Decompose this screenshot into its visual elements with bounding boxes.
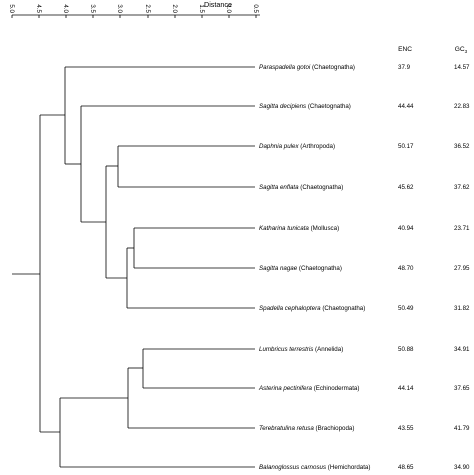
enc-value: 50.49 (398, 305, 414, 312)
taxon-label: Daphnia pulex (Arthropoda) (259, 143, 335, 150)
axis-tick-label: 2.0 (171, 4, 178, 13)
taxon-label: Spadella cephaloptera (Chaetognatha) (259, 305, 365, 312)
taxon-label: Asterina pectinifera (Echinodermata) (258, 385, 359, 392)
gc3-value: 22.83 (454, 103, 470, 110)
taxon-label: Sagitta nagae (Chaetognatha) (259, 265, 342, 272)
gc3-value: 37.65 (454, 385, 470, 392)
axis-tick-label: 1.0 (225, 4, 232, 13)
taxon-species: Sagitta decipiens (259, 103, 306, 110)
gc3-header-sub: 3 (465, 49, 468, 54)
gc3-value: 41.79 (454, 425, 470, 432)
taxon-group: (Chaetognatha) (306, 103, 351, 110)
taxon-label: Sagitta enflata (Chaetognatha) (259, 184, 343, 191)
taxon-label: Lumbricus terrestris (Annelida) (259, 346, 343, 353)
axis-tick-label: 3.5 (89, 4, 96, 13)
enc-value: 50.17 (398, 143, 414, 150)
taxon-group: (Hemichordata) (326, 464, 370, 471)
taxon-species: Lumbricus terrestris (259, 346, 313, 353)
enc-value: 44.44 (398, 103, 414, 110)
taxon-group: (Arthropoda) (299, 143, 335, 150)
taxon-group: (Brachiopoda) (314, 425, 355, 432)
gc3-value: 34.91 (454, 346, 470, 353)
gc3-value: 36.52 (454, 143, 470, 150)
taxon-species: Katharina tunicata (259, 225, 309, 232)
enc-header: ENC (398, 46, 412, 53)
taxon-group: (Chaetognatha) (297, 265, 342, 272)
taxon-species: Spadella cephaloptera (259, 305, 321, 312)
taxon-group: (Chaetognatha) (321, 305, 366, 312)
column-headers: ENC GC3 (398, 46, 468, 54)
enc-value: 44.14 (398, 385, 414, 392)
taxon-rows: Paraspadella gotoi (Chaetognatha) 37.9 14.… (258, 64, 470, 471)
taxon-species: Paraspadella gotoi (259, 64, 311, 71)
gc3-value: 23.71 (454, 225, 470, 232)
axis-tick-label: 4.5 (35, 4, 42, 13)
axis-tick-label: 4.0 (62, 4, 69, 13)
taxon-species: Balanoglossus carnosus (259, 464, 326, 471)
enc-value: 48.65 (398, 464, 414, 471)
axis-tick-label: 5.0 (8, 4, 15, 13)
enc-value: 48.70 (398, 265, 414, 272)
gc3-value: 14.57 (454, 64, 470, 71)
taxon-group: (Chaetognatha) (310, 64, 355, 71)
enc-value: 50.88 (398, 346, 414, 353)
taxon-group: (Echinodermata) (312, 385, 359, 392)
gc3-value: 37.62 (454, 184, 470, 191)
enc-value: 43.55 (398, 425, 414, 432)
taxon-group: (Chaetognatha) (299, 184, 344, 191)
gc3-value: 27.95 (454, 265, 470, 272)
axis-tick-label: 2.5 (144, 4, 151, 13)
taxon-species: Daphnia pulex (259, 143, 299, 150)
axis-tick-label: 1.5 (198, 4, 205, 13)
enc-value: 40.94 (398, 225, 414, 232)
taxon-label: Katharina tunicata (Mollusca) (259, 225, 339, 232)
enc-value: 37.9 (398, 64, 411, 71)
taxon-label: Paraspadella gotoi (Chaetognatha) (259, 64, 355, 71)
axis-tick-label: 0.5 (252, 4, 259, 13)
gc3-header: GC3 (455, 46, 468, 54)
taxon-group: (Annelida) (313, 346, 343, 353)
tree-branches (12, 66, 255, 468)
gc3-header-main: GC (455, 46, 465, 53)
axis-tick-label: 3.0 (116, 4, 123, 13)
taxon-species: Sagitta enflata (259, 184, 299, 191)
enc-value: 45.62 (398, 184, 414, 191)
axis-title: Distance (204, 0, 232, 9)
taxon-species: Terebratulina retusa (259, 425, 314, 432)
taxon-group: (Mollusca) (309, 225, 339, 232)
taxon-label: Terebratulina retusa (Brachiopoda) (259, 425, 354, 432)
distance-axis: Distance 5.0 4.5 4.0 3.5 3.0 2.5 2.0 1.5 1.0 0.5 (8, 0, 260, 18)
taxon-label: Sagitta decipiens (Chaetognatha) (259, 103, 351, 110)
gc3-value: 34.90 (454, 464, 470, 471)
gc3-value: 31.82 (454, 305, 470, 312)
taxon-label: Balanoglossus carnosus (Hemichordata) (259, 464, 370, 471)
taxon-species: Sagitta nagae (259, 265, 298, 272)
taxon-species: Asterina pectinifera (258, 385, 313, 392)
